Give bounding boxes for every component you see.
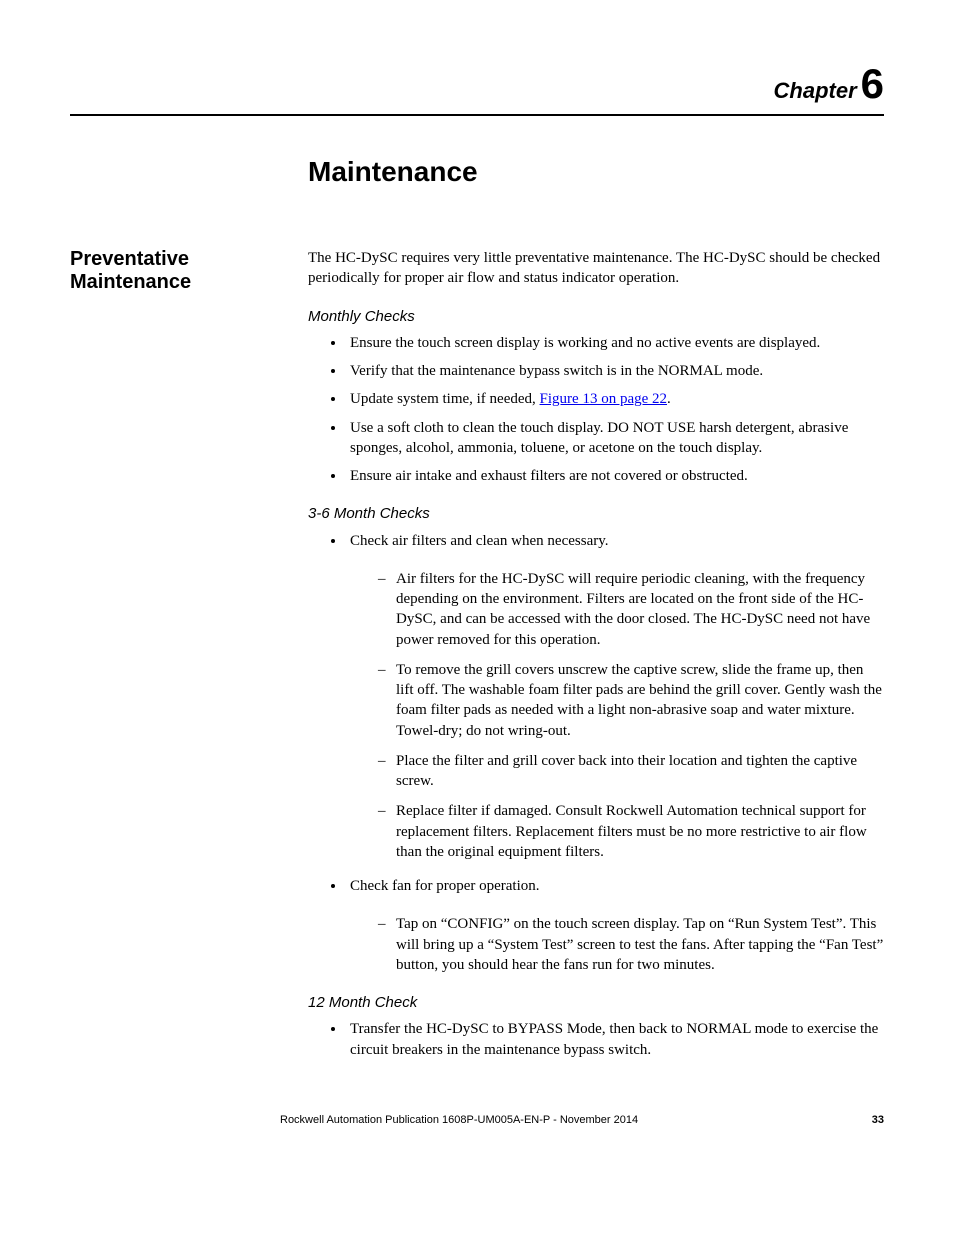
chapter-header: Chapter6	[70, 60, 884, 108]
monthly-list: Ensure the touch screen display is worki…	[308, 333, 884, 487]
list-item: Air filters for the HC-DySC will require…	[378, 569, 884, 650]
monthly-heading: Monthly Checks	[308, 307, 884, 327]
chapter-label: Chapter	[774, 78, 857, 103]
text: Check air filters and clean when necessa…	[350, 533, 609, 549]
list-item: Replace filter if damaged. Consult Rockw…	[378, 801, 884, 862]
twelve-heading: 12 Month Check	[308, 993, 884, 1013]
section-body: The HC-DySC requires very little prevent…	[308, 248, 884, 1074]
page-footer: Rockwell Automation Publication 1608P-UM…	[70, 1114, 884, 1126]
figure-link[interactable]: Figure 13 on page 22	[540, 391, 667, 407]
list-item: To remove the grill covers unscrew the c…	[378, 660, 884, 741]
publication-id: Rockwell Automation Publication 1608P-UM…	[280, 1114, 638, 1126]
list-item: Tap on “CONFIG” on the touch screen disp…	[378, 914, 884, 975]
text: Update system time, if needed,	[350, 391, 540, 407]
sub-list: Tap on “CONFIG” on the touch screen disp…	[350, 914, 884, 975]
chapter-title: Maintenance	[308, 156, 884, 188]
list-item: Check fan for proper operation. Tap on “…	[346, 876, 884, 975]
page: Chapter6 Maintenance Preventative Mainte…	[0, 0, 954, 1166]
list-item: Ensure the touch screen display is worki…	[346, 333, 884, 353]
text: Check fan for proper operation.	[350, 878, 540, 894]
sub-list: Air filters for the HC-DySC will require…	[350, 569, 884, 862]
list-item: Ensure air intake and exhaust filters ar…	[346, 466, 884, 486]
list-item: Use a soft cloth to clean the touch disp…	[346, 418, 884, 459]
text: .	[667, 391, 671, 407]
twelve-list: Transfer the HC-DySC to BYPASS Mode, the…	[308, 1019, 884, 1060]
three-six-list: Check air filters and clean when necessa…	[308, 531, 884, 976]
list-item: Place the filter and grill cover back in…	[378, 751, 884, 792]
page-number: 33	[872, 1114, 884, 1126]
list-item: Verify that the maintenance bypass switc…	[346, 361, 884, 381]
header-rule	[70, 114, 884, 116]
three-six-heading: 3-6 Month Checks	[308, 504, 884, 524]
section: Preventative Maintenance The HC-DySC req…	[70, 248, 884, 1074]
list-item: Transfer the HC-DySC to BYPASS Mode, the…	[346, 1019, 884, 1060]
list-item: Update system time, if needed, Figure 13…	[346, 389, 884, 409]
section-heading: Preventative Maintenance	[70, 248, 308, 294]
list-item: Check air filters and clean when necessa…	[346, 531, 884, 863]
chapter-number: 6	[861, 60, 884, 107]
intro-paragraph: The HC-DySC requires very little prevent…	[308, 248, 884, 289]
